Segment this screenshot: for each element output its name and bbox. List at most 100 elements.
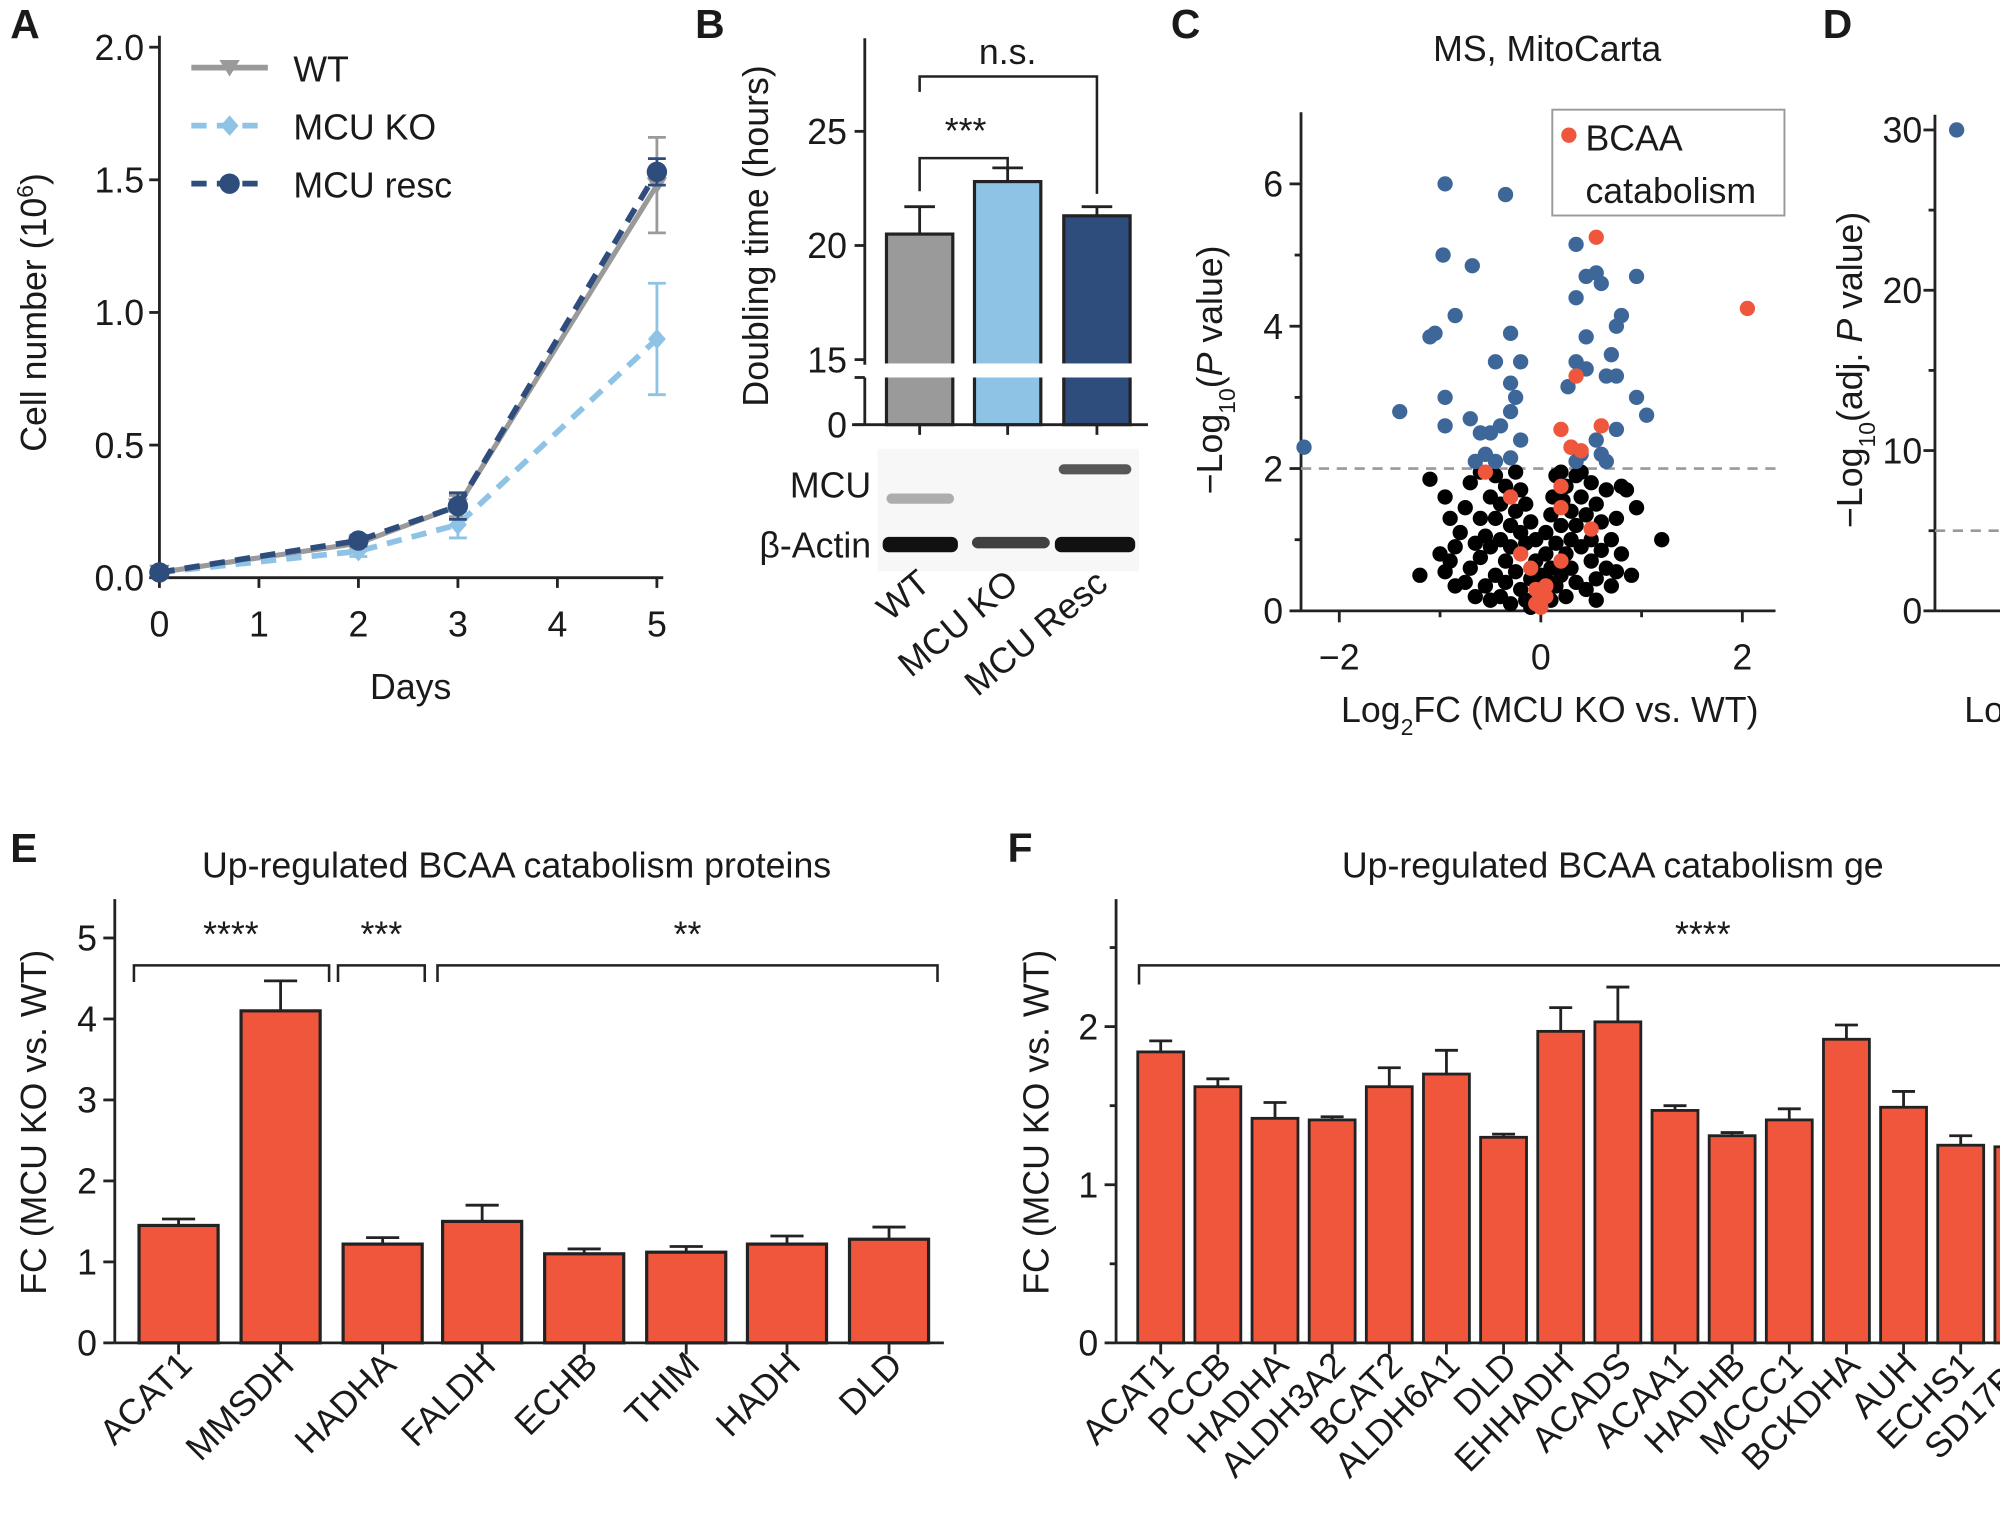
- text-part: P: [1830, 319, 1870, 343]
- data-point: [149, 562, 170, 583]
- data-point-not-significant: [1437, 564, 1453, 580]
- data-point-not-significant: [1477, 578, 1494, 594]
- data-point-not-significant: [1442, 510, 1458, 527]
- y-tick-label: 0: [1078, 1324, 1098, 1364]
- bar-hadhb: [1707, 1134, 1757, 1345]
- data-point-not-significant: [1523, 514, 1539, 530]
- series-line: [159, 183, 660, 575]
- data-point: [348, 530, 369, 551]
- y-axis-label: FC (MCU KO vs. WT): [1016, 950, 1056, 1295]
- legend-box: [1551, 108, 1786, 217]
- bar-acads: [1593, 1020, 1643, 1345]
- data-point-not-significant: [1472, 510, 1489, 527]
- y-tick-label: 5: [77, 919, 97, 959]
- bar-mcu-ko: [972, 179, 1043, 427]
- data-point-significant: [1392, 403, 1408, 420]
- data-point-significant: [1497, 186, 1514, 203]
- western-blot: [877, 448, 1140, 572]
- data-point-not-significant: [1553, 464, 1569, 480]
- panel-a-line-chart: 0.0 0.5 1.0 1.5 2.0 0 1 2 3 4 5 Days Cell number (10…: [12, 28, 668, 707]
- y-tick-label: 25: [807, 112, 847, 152]
- text-part: −Log: [1190, 414, 1230, 494]
- data-point-significant: [1447, 307, 1463, 324]
- data-point-not-significant: [1462, 475, 1478, 491]
- text-part: 6: [12, 185, 38, 198]
- data-point-not-significant: [1553, 517, 1569, 534]
- actin-band: [882, 536, 958, 553]
- data-point-not-significant: [1598, 482, 1614, 498]
- data-point-significant: [1487, 453, 1504, 470]
- series-line: [158, 170, 660, 576]
- bar-wt: [884, 232, 955, 427]
- bar-dld: [1479, 1135, 1528, 1345]
- legend-label: MCU resc: [293, 166, 452, 206]
- legend-label: catabolism: [1585, 171, 1756, 211]
- data-point-significant: [1296, 439, 1312, 455]
- data-point: [647, 328, 666, 350]
- data-point: [646, 161, 668, 183]
- data-point-significant: [1435, 247, 1451, 263]
- data-point-not-significant: [1538, 546, 1554, 562]
- data-point-not-significant: [1583, 553, 1599, 569]
- data-point-significant: [1502, 403, 1519, 420]
- x-tick-label: 4: [547, 604, 567, 644]
- y-tick-label: 20: [1882, 271, 1922, 311]
- data-point-not-significant: [1462, 560, 1478, 576]
- y-tick-label: 2: [1078, 1007, 1098, 1047]
- bar-hadha: [1250, 1116, 1300, 1345]
- data-point-not-significant: [1487, 510, 1504, 527]
- y-tick-label: 30: [1882, 111, 1922, 151]
- data-point-significant: [1628, 389, 1645, 406]
- data-point-significant: [1437, 176, 1453, 192]
- data-point-significant: [1608, 421, 1625, 438]
- significance-bracket: [436, 964, 939, 982]
- x-tick-label: ECHB: [507, 1344, 605, 1442]
- data-point-bcaa: [1568, 368, 1584, 384]
- data-point-significant: [1628, 268, 1645, 285]
- text-part: value): [1190, 245, 1230, 352]
- data-point-significant: [1487, 354, 1504, 370]
- axis-break-gap: [867, 363, 1155, 378]
- x-tick-label: MMSDH: [178, 1344, 302, 1468]
- panel-letters: A B C D E F: [10, 1, 1852, 871]
- panel-e-bar-chart: 0 1 2 3 4 5 Up-regulated BCAA catabolism prote…: [14, 845, 944, 1468]
- series-mcu-resc: [149, 157, 668, 583]
- data-point-significant: [1502, 450, 1519, 466]
- mcu-band: [886, 493, 955, 504]
- y-axis-label: Doubling time (hours): [736, 65, 776, 406]
- text-part: ): [14, 173, 54, 185]
- data-point-significant: [1593, 275, 1609, 292]
- text-part: 2: [1401, 714, 1414, 740]
- text-part: FC (MCU KO vs. WT): [1413, 690, 1758, 730]
- text-part: Log: [1341, 690, 1401, 730]
- panel-letter-a: A: [10, 1, 39, 47]
- data-point-not-significant: [1432, 546, 1448, 562]
- data-point-bcaa: [1553, 421, 1569, 438]
- legend-label: WT: [293, 50, 349, 90]
- data-point-significant: [1437, 389, 1453, 406]
- data-point-not-significant: [1482, 592, 1499, 608]
- data-point-not-significant: [1452, 524, 1468, 541]
- data-point-not-significant: [1608, 510, 1625, 527]
- bar-acat1: [1136, 1050, 1186, 1345]
- significance-bracket: [1137, 964, 2000, 985]
- bar-mccc1: [1764, 1118, 1814, 1345]
- significance-label: ***: [361, 914, 403, 954]
- panel-letter-d: D: [1823, 1, 1852, 47]
- x-tick-label: 1: [249, 604, 269, 644]
- data-point-not-significant: [1603, 532, 1620, 548]
- text-part: 10: [1854, 422, 1880, 448]
- y-tick-label: 1: [1078, 1166, 1098, 1206]
- data-point-bcaa: [1588, 229, 1604, 245]
- data-point-not-significant: [1654, 532, 1670, 548]
- data-point-significant: [1492, 418, 1509, 434]
- bar-dld: [847, 1237, 931, 1345]
- chart-title: Up-regulated BCAA catabolism proteins: [202, 845, 831, 885]
- bar-faldh: [441, 1219, 524, 1345]
- y-tick-label: 0: [77, 1324, 97, 1364]
- data-point-not-significant: [1583, 475, 1599, 491]
- y-tick-label: 1.0: [94, 293, 144, 333]
- data-point-not-significant: [1573, 489, 1589, 505]
- data-point-not-significant: [1588, 592, 1604, 608]
